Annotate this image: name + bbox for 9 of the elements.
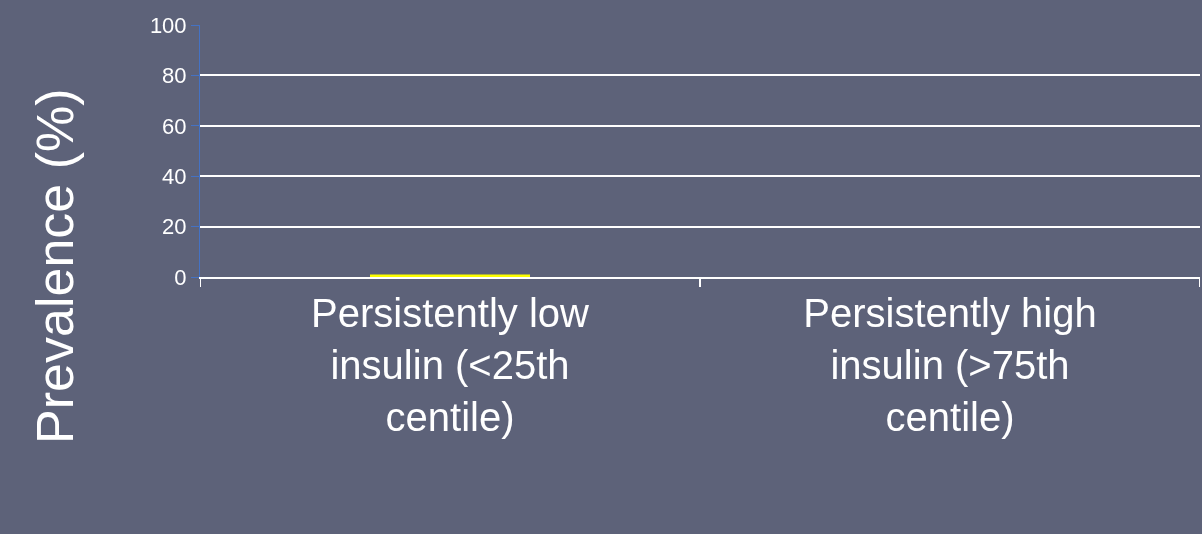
y-axis-title: Prevalence (%) — [26, 88, 85, 444]
y-tick-label: 80 — [162, 63, 187, 89]
x-tick-label: Persistently high insulin (>75th centile) — [803, 291, 1097, 439]
y-tick-label: 40 — [162, 163, 187, 189]
y-tick-label: 20 — [162, 214, 187, 240]
x-tick-label: Persistently low insulin (<25th centile) — [311, 291, 590, 439]
y-tick-label: 0 — [174, 264, 187, 290]
y-tick-label: 100 — [149, 12, 187, 38]
y-tick-label: 60 — [162, 113, 187, 139]
